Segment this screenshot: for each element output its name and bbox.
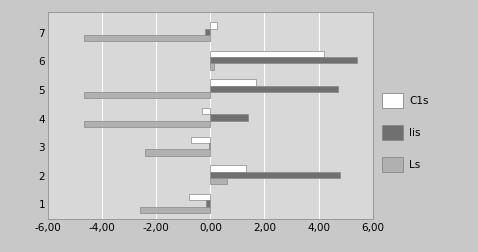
Text: Ls: Ls [409,160,421,170]
Bar [210,86,337,93]
Bar [206,200,210,207]
Bar [145,150,210,156]
Bar [85,36,210,42]
Bar [210,58,357,64]
Bar [210,172,340,178]
Bar [191,137,210,143]
Text: Iis: Iis [409,128,421,138]
Bar [85,93,210,99]
Bar [205,29,210,36]
Bar [382,157,403,172]
Bar [202,109,210,115]
Bar [210,166,246,172]
Bar [85,121,210,128]
Bar [210,23,217,29]
Bar [189,194,210,200]
Bar [210,178,227,184]
Bar [382,93,403,108]
Bar [210,115,248,121]
Bar [210,64,214,71]
Bar [210,52,324,58]
Text: C1s: C1s [409,96,429,106]
Bar [140,207,210,213]
Bar [209,143,210,150]
Bar [210,80,256,86]
Bar [382,125,403,140]
